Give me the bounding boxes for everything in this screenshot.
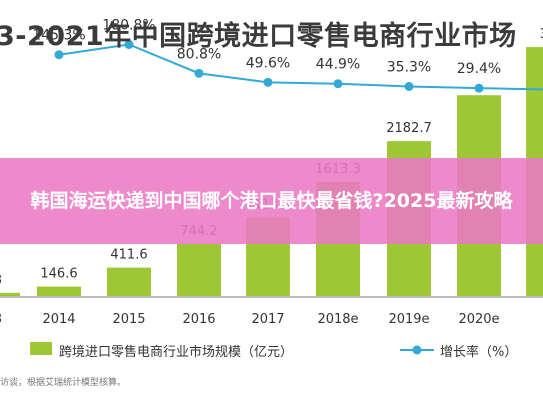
x-tick-3: 2016 bbox=[182, 312, 215, 327]
growth-point-6 bbox=[404, 81, 414, 91]
x-tick-6: 2019e bbox=[388, 312, 429, 327]
bar-value-label-8: 35 bbox=[540, 27, 543, 42]
growth-value-label-1: 145.3% bbox=[32, 28, 85, 44]
growth-point-2 bbox=[124, 40, 134, 49]
source-note: 访谈，根据艾瑞统计模型核算。 bbox=[0, 378, 127, 388]
x-tick-7: 2020e bbox=[458, 312, 499, 327]
growth-point-7 bbox=[474, 83, 484, 93]
bar-value-label-0: 3 bbox=[0, 273, 2, 288]
x-tick-5: 2018e bbox=[317, 312, 358, 327]
legend-line-swatch bbox=[400, 345, 434, 355]
growth-line bbox=[58, 43, 543, 91]
x-tick-0: 3 bbox=[0, 312, 2, 327]
growth-point-4 bbox=[263, 77, 273, 87]
growth-value-label-2: 180.8% bbox=[102, 18, 155, 34]
bar-2 bbox=[107, 267, 151, 297]
chart-title: 3-2021年中国跨境进口零售电商行业市场 bbox=[0, 21, 517, 52]
bar-1 bbox=[37, 286, 81, 297]
bar-value-label-2: 411.6 bbox=[110, 248, 147, 263]
growth-line-layer bbox=[54, 40, 543, 93]
legend-bar-swatch bbox=[30, 342, 52, 355]
growth-value-label-6: 35.3% bbox=[387, 59, 431, 75]
x-tick-labels: 3 2014 2015 2016 2017 2018e 2019e 2020e bbox=[0, 312, 500, 327]
growth-value-label-4: 49.6% bbox=[246, 55, 290, 71]
growth-labels-layer: 145.3%180.8%80.8%49.6%44.9%35.3%29.4%2 bbox=[32, 18, 501, 78]
chart-legend: 跨境进口零售电商行业市场规模（亿元） 增长率（%） bbox=[30, 336, 543, 364]
x-tick-1: 2014 bbox=[42, 312, 75, 327]
x-tick-2: 2015 bbox=[112, 312, 145, 327]
growth-value-label-3: 80.8% bbox=[177, 46, 221, 62]
overlay-headline[interactable]: 韩国海运快递到中国哪个港口最快最省钱?2025最新攻略 bbox=[30, 189, 513, 212]
bar-value-label-1: 146.6 bbox=[40, 267, 77, 282]
x-axis-line bbox=[0, 296, 543, 298]
legend-line-label: 增长率（%） bbox=[440, 345, 518, 360]
growth-value-label-5: 44.9% bbox=[316, 57, 360, 73]
bar-value-label-6: 2182.7 bbox=[386, 121, 432, 136]
growth-value-label-7: 29.4% bbox=[457, 61, 501, 77]
growth-point-1 bbox=[54, 50, 64, 60]
growth-point-3 bbox=[194, 68, 204, 78]
bar-3 bbox=[177, 243, 221, 297]
x-tick-4: 2017 bbox=[251, 312, 284, 327]
bar-0 bbox=[0, 292, 20, 297]
legend-bar-label: 跨境进口零售电商行业市场规模（亿元） bbox=[59, 345, 294, 360]
growth-point-5 bbox=[333, 79, 343, 89]
overlay-banner[interactable]: 韩国海运快递到中国哪个港口最快最省钱?2025最新攻略 bbox=[0, 158, 543, 244]
